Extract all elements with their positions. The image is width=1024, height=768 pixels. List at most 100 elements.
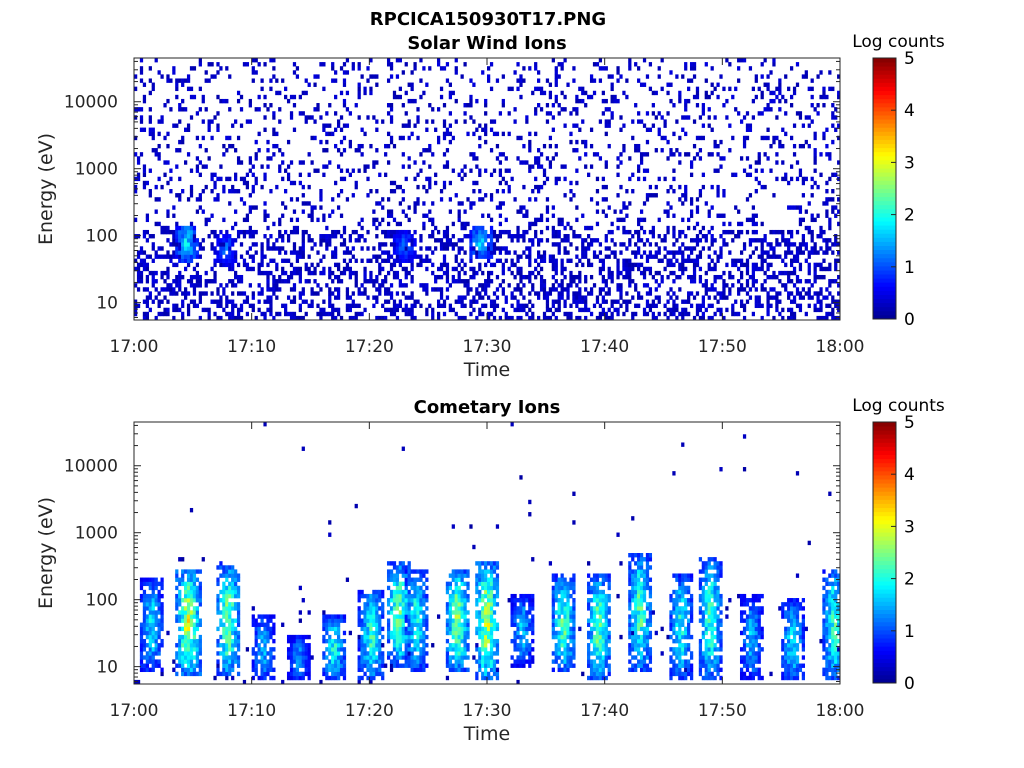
- spectrogram-cell: [142, 262, 147, 268]
- spectrogram-cell: [413, 315, 417, 321]
- spectrogram-cell: [581, 238, 585, 243]
- spectrogram-cell: [698, 193, 703, 198]
- spectrogram-cell: [345, 287, 350, 292]
- spectrogram-cell: [804, 209, 808, 214]
- spectrogram-cell: [398, 221, 402, 227]
- spectrogram-cell: [642, 176, 647, 182]
- spectrogram-cell: [775, 303, 779, 309]
- spectrogram-cell: [189, 279, 194, 284]
- spectrogram-cell: [634, 143, 638, 149]
- spectrogram-cell: [389, 266, 394, 272]
- spectrogram-cell: [386, 291, 391, 296]
- spectrogram-cell: [345, 262, 350, 268]
- spectrogram-cell: [298, 610, 302, 615]
- spectrogram-cell: [378, 614, 382, 619]
- spectrogram-cell: [801, 234, 805, 239]
- spectrogram-cell: [184, 643, 188, 648]
- spectrogram-cell: [216, 303, 220, 309]
- spectrogram-cell: [298, 647, 302, 652]
- spectrogram-cell: [519, 315, 523, 321]
- spectrogram-cell: [784, 250, 788, 255]
- spectrogram-cell: [634, 303, 638, 309]
- spectrogram-cell: [260, 663, 264, 668]
- spectrogram-cell: [263, 213, 267, 218]
- spectrogram-cell: [698, 315, 703, 321]
- spectrogram-cell: [181, 618, 185, 623]
- spectrogram-cell: [213, 311, 217, 317]
- spectrogram-cell: [722, 242, 726, 247]
- spectrogram-cell: [825, 152, 829, 157]
- spectrogram-cell: [684, 66, 688, 71]
- spectrogram-cell: [148, 659, 152, 664]
- spectrogram-cell: [436, 229, 441, 235]
- spectrogram-cell: [328, 295, 332, 300]
- spectrogram-cell: [537, 238, 541, 243]
- spectrogram-cell: [742, 242, 747, 247]
- spectrogram-cell: [537, 156, 541, 161]
- spectrogram-cell: [198, 254, 202, 259]
- spectrogram-cell: [716, 189, 720, 194]
- spectrogram-cell: [360, 655, 364, 660]
- spectrogram-cell: [487, 283, 491, 288]
- spectrogram-cell: [266, 634, 270, 640]
- spectrogram-cell: [572, 234, 576, 239]
- spectrogram-cell: [834, 115, 838, 120]
- spectrogram-cell: [698, 266, 703, 272]
- spectrogram-cell: [745, 217, 750, 223]
- colorbar-segment: [873, 261, 896, 267]
- spectrogram-cell: [504, 168, 508, 173]
- spectrogram-cell: [442, 184, 447, 190]
- spectrogram-cell: [154, 638, 158, 644]
- spectrogram-cell: [704, 62, 708, 67]
- spectrogram-cell: [298, 246, 302, 251]
- spectrogram-cell: [719, 139, 723, 145]
- spectrogram-cell: [445, 234, 450, 239]
- spectrogram-cell: [522, 229, 526, 235]
- spectrogram-cell: [216, 287, 220, 292]
- spectrogram-cell: [522, 213, 526, 218]
- spectrogram-cell: [254, 663, 258, 668]
- spectrogram-cell: [634, 287, 638, 292]
- spectrogram-cell: [822, 258, 826, 263]
- spectrogram-cell: [357, 90, 361, 96]
- spectrogram-cell: [578, 270, 582, 276]
- spectrogram-cell: [192, 287, 197, 292]
- spectrogram-cell: [563, 193, 567, 198]
- spectrogram-cell: [831, 86, 835, 92]
- spectrogram-cell: [584, 295, 588, 300]
- spectrogram-cell: [457, 246, 461, 251]
- spectrogram-cell: [551, 205, 555, 210]
- spectrogram-cell: [260, 262, 264, 268]
- spectrogram-cell: [313, 119, 317, 124]
- spectrogram-cell: [325, 675, 329, 681]
- spectrogram-cell: [260, 242, 264, 247]
- spectrogram-cell: [378, 651, 382, 656]
- spectrogram-cell: [637, 119, 641, 124]
- spectrogram-cell: [169, 291, 173, 296]
- spectrogram-cell: [784, 111, 788, 116]
- spectrogram-cell: [148, 291, 152, 296]
- spectrogram-cell: [572, 107, 576, 112]
- spectrogram-cell: [448, 131, 452, 137]
- spectrogram-cell: [575, 217, 579, 223]
- spectrogram-cell: [245, 250, 250, 255]
- spectrogram-cell: [631, 172, 635, 178]
- spectrogram-cell: [584, 287, 588, 292]
- spectrogram-cell: [575, 295, 579, 300]
- spectrogram-cell: [784, 98, 788, 104]
- spectrogram-cell: [642, 250, 647, 255]
- spectrogram-cell: [272, 667, 276, 673]
- spectrogram-cell: [334, 663, 338, 668]
- spectrogram-cell: [189, 614, 194, 619]
- spectrogram-cell: [789, 258, 794, 263]
- spectrogram-cell: [222, 184, 226, 190]
- spectrogram-cell: [219, 295, 223, 300]
- spectrogram-cell: [331, 315, 335, 321]
- spectrogram-cell: [401, 123, 405, 128]
- spectrogram-cell: [289, 671, 294, 677]
- spectrogram-cell: [481, 246, 485, 251]
- spectrogram-cell: [551, 225, 555, 231]
- spectrogram-cell: [186, 238, 191, 243]
- spectrogram-cell: [684, 197, 688, 202]
- spectrogram-cell: [354, 303, 358, 309]
